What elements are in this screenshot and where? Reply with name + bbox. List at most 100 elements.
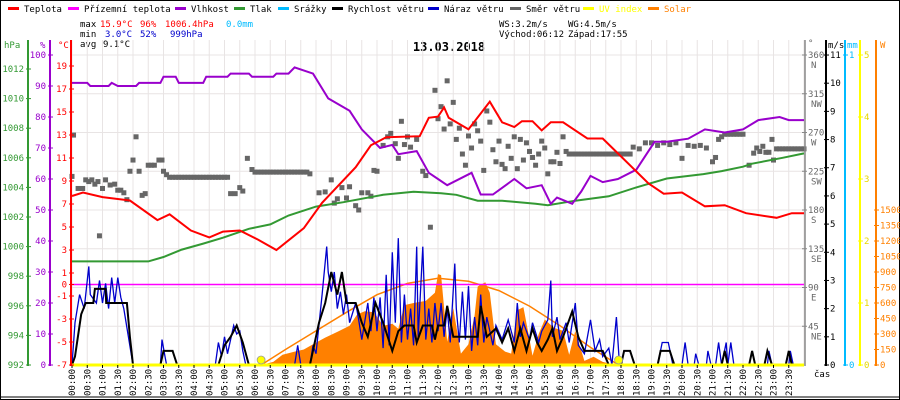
hpa-tick-label: 996	[8, 302, 24, 312]
legend-label: Přízemní teplota	[84, 5, 171, 15]
wind-direction-point	[371, 167, 377, 173]
ms-tick-label: 2	[830, 305, 835, 315]
w-tick-label: 0	[880, 361, 885, 371]
wind-direction-point	[307, 171, 313, 177]
wind-direction-point	[270, 169, 276, 175]
legend-label: Tlak	[250, 5, 272, 15]
wind-direction-point	[673, 140, 679, 146]
legend-item: Solar	[648, 5, 692, 15]
ms-tick-label: 11	[830, 51, 841, 61]
x-tick-label: 15:30	[541, 369, 551, 396]
pct-tick-label: 90	[35, 82, 46, 92]
hpa-tick-label: 1012	[2, 65, 24, 75]
mm-unit: mm	[847, 41, 858, 51]
dir-tick-label: 315	[808, 90, 824, 100]
wind-direction-point	[182, 174, 188, 180]
stat-max-temp: 15.9°C	[100, 20, 133, 30]
stat-min-hum: 52%	[140, 30, 157, 40]
series-temperature	[71, 99, 804, 252]
wind-direction-point	[159, 157, 165, 163]
wind-direction-point	[475, 128, 481, 134]
wind-direction-point	[215, 174, 221, 180]
wind-direction-point	[612, 151, 618, 157]
wind-direction-point	[490, 147, 496, 153]
wind-direction-point	[734, 131, 740, 137]
x-tick-label: 18:00	[617, 369, 627, 396]
hpa-tick-label: 1006	[2, 154, 24, 164]
ms-tick-label: 4	[830, 248, 835, 258]
wind-direction-point	[536, 151, 542, 157]
x-tick-label: 14:30	[510, 369, 520, 396]
x-tick-label: 19:00	[648, 369, 658, 396]
x-tick-label: 15:00	[526, 369, 536, 396]
wind-direction-point	[209, 174, 215, 180]
wind-direction-point	[334, 196, 340, 202]
x-tick-label: 02:00	[129, 369, 139, 396]
x-axis-label: čas	[814, 369, 830, 380]
legend-label: Směr větru	[526, 5, 580, 15]
wind-direction-point	[469, 145, 475, 151]
wind-direction-point	[783, 146, 789, 152]
x-tick-label: 08:00	[312, 369, 322, 396]
wind-direction-point	[173, 174, 179, 180]
legend-label: UV index	[599, 5, 643, 15]
wind-direction-point	[261, 169, 267, 175]
wind-direction-point	[566, 151, 572, 157]
wind-direction-point	[719, 134, 725, 140]
pct-tick-label: 30	[35, 268, 46, 278]
series-solar-theoretical	[260, 277, 619, 366]
stats: max 15.9°C 96% 1006.4hPa 0.0mm min 3.0°C…	[80, 20, 628, 50]
x-tick-label: 19:30	[663, 369, 673, 396]
wind-direction-point	[197, 174, 203, 180]
w-tick-label: 1500	[880, 206, 900, 216]
temp-tick-label: 7	[62, 200, 67, 210]
wind-direction-point	[374, 168, 380, 174]
legend-swatch	[234, 7, 245, 10]
wind-direction-point	[554, 149, 560, 155]
uv-tick-label: 5	[864, 51, 869, 61]
wind-direction-point	[95, 179, 101, 185]
wind-direction-point	[136, 168, 142, 174]
mm-tick-label: 0	[849, 361, 854, 371]
wind-direction-point	[533, 162, 539, 168]
x-tick-label: 21:30	[724, 369, 734, 396]
temp-tick-label: 9	[62, 177, 67, 187]
stat-wind-gust: WG:4.5m/s	[568, 20, 617, 30]
ms-tick-label: 10	[830, 79, 841, 89]
wind-direction-point	[161, 168, 166, 174]
w-tick-label: 1200	[880, 237, 900, 247]
ms-tick-label: 1	[830, 333, 835, 343]
wind-direction-point	[244, 155, 250, 161]
legend-swatch	[278, 7, 289, 10]
uv-tick-label: 1	[864, 299, 869, 309]
legend-item: Rychlost větru	[332, 5, 424, 15]
wind-direction-point	[450, 99, 456, 105]
wind-direction-point	[89, 177, 95, 183]
wind-direction-point	[441, 126, 447, 132]
wind-direction-point	[249, 167, 255, 173]
wind-direction-point	[545, 171, 551, 177]
wind-direction-point	[86, 179, 92, 185]
wind-direction-point	[420, 168, 426, 174]
stat-avg-label: avg	[80, 40, 96, 50]
wind-direction-point	[206, 174, 212, 180]
wind-direction-point	[365, 190, 371, 196]
x-tick-label: 20:30	[693, 369, 703, 396]
wind-direction-point	[456, 125, 462, 131]
x-tick-label: 01:00	[99, 369, 109, 396]
wind-direction-point	[685, 142, 691, 148]
temp-tick-label: 0	[62, 281, 67, 291]
temp-tick-label: 17	[56, 85, 67, 95]
hpa-tick-label: 994	[8, 331, 24, 341]
wind-direction-point	[344, 195, 349, 201]
pct-unit: %	[40, 41, 46, 51]
wind-direction-point	[167, 174, 173, 180]
wind-direction-point	[295, 169, 301, 175]
legend-label: Vlhkost	[191, 5, 229, 15]
wind-direction-point	[398, 118, 404, 124]
wind-direction-point	[240, 188, 246, 194]
x-tick-label: 00:00	[68, 369, 78, 396]
wind-direction-point	[769, 136, 775, 142]
